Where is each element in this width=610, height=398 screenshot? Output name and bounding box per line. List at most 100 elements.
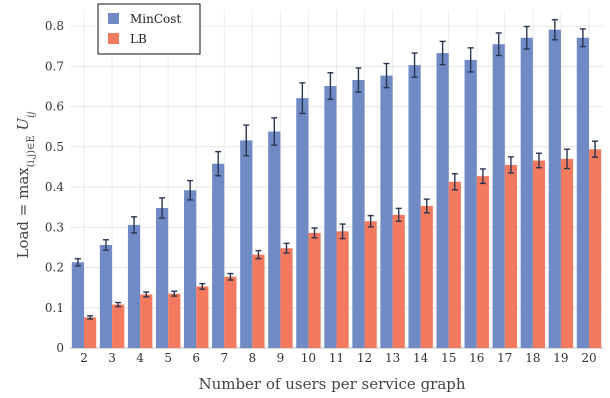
error-bar-lb-14 [423, 198, 430, 214]
bars [71, 29, 602, 349]
y-tick-label-0.5: 0.5 [45, 140, 64, 154]
bar-lb-17 [504, 164, 518, 348]
x-tick-label-5: 5 [164, 351, 172, 365]
bar-mincost-6 [184, 190, 197, 348]
x-tick-label-11: 11 [329, 351, 344, 365]
error-bar-mincost-10 [299, 82, 306, 115]
x-tick-label-19: 19 [553, 351, 568, 365]
bar-mincost-15 [436, 53, 449, 349]
bar-mincost-14 [408, 65, 421, 348]
x-tick-label-8: 8 [249, 351, 257, 365]
error-bar-lb-15 [451, 173, 458, 191]
x-tick-label-3: 3 [108, 351, 116, 365]
error-bar-mincost-18 [523, 25, 530, 50]
x-tick-label-9: 9 [277, 351, 285, 365]
error-bar-lb-7 [227, 272, 234, 281]
bar-mincost-2 [71, 262, 85, 348]
legend: MinCost LB [97, 3, 201, 55]
bar-lb-19 [560, 158, 574, 348]
bar-lb-6 [196, 286, 209, 348]
bar-lb-13 [392, 214, 405, 348]
error-bar-mincost-12 [355, 67, 362, 93]
error-bar-lb-9 [283, 242, 290, 254]
y-tick-label-0.7: 0.7 [45, 59, 64, 73]
x-tick-label-20: 20 [581, 351, 596, 365]
error-bar-lb-10 [311, 227, 318, 239]
error-bar-mincost-19 [551, 18, 558, 41]
x-axis-ticks: 2 3 4 5 6 7 8 9 10 11 12 13 14 15 16 17 18 19 20 [80, 351, 596, 365]
error-bars [74, 18, 599, 320]
x-tick-label-10: 10 [301, 351, 316, 365]
error-bar-lb-3 [115, 301, 122, 308]
bar-mincost-13 [380, 75, 393, 348]
bar-lb-15 [448, 181, 461, 348]
error-bar-lb-16 [479, 168, 486, 185]
error-bar-lb-8 [255, 249, 262, 260]
bar-mincost-7 [212, 163, 225, 348]
y-tick-label-0: 0 [56, 341, 64, 355]
bar-lb-3 [112, 304, 125, 348]
error-bar-lb-18 [535, 152, 542, 169]
bar-lb-10 [308, 232, 321, 348]
bar-lb-16 [476, 176, 489, 348]
x-tick-label-15: 15 [441, 351, 456, 365]
x-tick-label-13: 13 [385, 351, 400, 365]
bar-lb-20 [588, 149, 602, 348]
error-bar-mincost-17 [495, 32, 502, 57]
bar-mincost-5 [155, 207, 169, 348]
bar-lb-7 [224, 276, 237, 348]
error-bar-lb-5 [171, 290, 178, 297]
legend-box [97, 3, 201, 55]
error-bar-mincost-8 [243, 124, 250, 157]
x-tick-label-6: 6 [192, 351, 200, 365]
error-bar-lb-20 [592, 140, 599, 158]
y-tick-label-0.2: 0.2 [45, 261, 64, 275]
error-bar-mincost-14 [411, 52, 418, 78]
y-tick-label-0.4: 0.4 [45, 180, 64, 194]
x-tick-label-2: 2 [80, 351, 88, 365]
error-bar-mincost-7 [215, 150, 222, 177]
bar-mincost-18 [520, 37, 533, 349]
legend-swatch-mincost [108, 13, 119, 24]
x-tick-label-18: 18 [525, 351, 540, 365]
y-axis-title-main: U [14, 116, 32, 135]
error-bar-mincost-13 [383, 62, 390, 89]
bar-lb-4 [140, 294, 153, 348]
bar-mincost-4 [127, 224, 141, 348]
bar-mincost-12 [352, 80, 365, 348]
bar-mincost-8 [240, 140, 253, 348]
bar-mincost-16 [464, 59, 477, 349]
error-bar-lb-17 [507, 156, 514, 174]
x-tick-label-14: 14 [413, 351, 429, 365]
y-tick-label-0.8: 0.8 [45, 19, 64, 33]
bar-mincost-20 [576, 37, 589, 349]
x-tick-label-16: 16 [469, 351, 484, 365]
error-bar-lb-19 [564, 148, 571, 170]
error-bar-mincost-2 [74, 257, 81, 267]
bar-mincost-10 [296, 98, 309, 348]
x-tick-label-4: 4 [136, 351, 144, 365]
bar-lb-2 [84, 317, 97, 348]
error-bar-mincost-16 [467, 47, 474, 73]
legend-label-lb: LB [130, 32, 147, 46]
bar-lb-11 [336, 231, 349, 348]
error-bar-mincost-6 [187, 179, 194, 201]
y-tick-label-0.3: 0.3 [45, 220, 64, 234]
error-bar-mincost-5 [159, 197, 166, 219]
x-tick-label-17: 17 [497, 351, 512, 365]
y-axis-title-main-subscript: ij [26, 112, 37, 118]
bar-mincost-9 [268, 131, 281, 348]
error-bar-mincost-15 [439, 40, 446, 66]
x-tick-label-12: 12 [357, 351, 372, 365]
legend-label-mincost: MinCost [130, 12, 181, 26]
legend-swatch-lb [108, 33, 119, 44]
bar-lb-5 [168, 293, 181, 348]
y-axis-title: Load = max(i,j)∈E Uij [14, 112, 37, 259]
bar-mincost-19 [548, 29, 561, 348]
bar-lb-9 [280, 248, 293, 348]
error-bar-mincost-3 [102, 239, 109, 251]
bar-lb-8 [252, 254, 265, 348]
y-axis-title-base: Load = max [14, 167, 32, 259]
error-bar-lb-13 [395, 207, 402, 222]
